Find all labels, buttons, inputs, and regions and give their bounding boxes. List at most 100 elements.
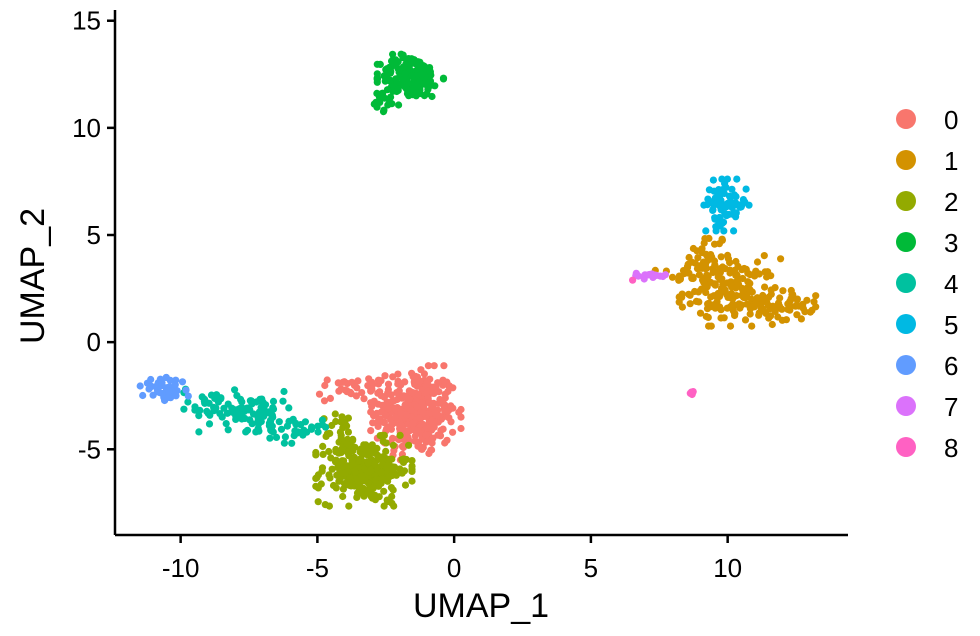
data-point [431, 82, 439, 90]
data-point [385, 96, 393, 104]
data-point [741, 316, 750, 324]
data-point [314, 428, 322, 436]
data-point [355, 489, 363, 498]
data-point [239, 404, 247, 412]
data-point [428, 417, 436, 425]
data-point [336, 474, 344, 482]
data-point [408, 462, 416, 470]
data-point [370, 100, 378, 108]
data-point [269, 397, 278, 405]
data-point [411, 432, 419, 440]
data-point [398, 456, 406, 464]
data-point [400, 467, 409, 475]
data-point [136, 382, 144, 390]
data-point [761, 283, 769, 291]
data-point [367, 466, 375, 475]
data-point [679, 267, 688, 275]
data-point [165, 387, 173, 395]
series-7-points [632, 269, 670, 283]
data-point [341, 469, 349, 477]
data-point [417, 366, 425, 374]
data-point [343, 440, 351, 448]
data-point [705, 299, 713, 307]
data-point [409, 419, 417, 427]
data-point [260, 412, 268, 420]
data-point [336, 468, 344, 477]
data-point [380, 502, 388, 510]
data-point [290, 432, 298, 440]
data-point [733, 277, 741, 285]
data-point [695, 271, 704, 279]
data-point [279, 397, 287, 405]
data-point [394, 380, 402, 388]
data-point [701, 235, 709, 243]
data-point [721, 265, 729, 273]
data-point [746, 310, 754, 318]
data-point [688, 274, 696, 282]
data-point [431, 409, 439, 417]
data-point [799, 304, 808, 313]
data-point [728, 199, 737, 207]
data-point [408, 477, 416, 485]
data-point [391, 413, 399, 421]
data-point [139, 391, 147, 400]
legend-label: 4 [944, 269, 958, 299]
data-point [705, 186, 714, 194]
legend-swatch [896, 109, 916, 129]
data-point [730, 227, 738, 235]
data-point [396, 425, 404, 433]
data-point [408, 457, 416, 465]
series-5-points [700, 175, 753, 235]
data-point [370, 445, 378, 453]
data-point [444, 407, 452, 416]
data-point [364, 451, 372, 459]
data-point [699, 258, 708, 266]
data-point [280, 387, 288, 396]
data-point [720, 227, 728, 235]
data-point [383, 65, 391, 73]
data-point [272, 433, 281, 441]
data-point [266, 434, 274, 442]
legend-swatch [896, 314, 916, 334]
data-point [383, 72, 391, 80]
data-point [223, 409, 231, 417]
legend-label: 3 [944, 228, 958, 258]
legend-label: 5 [944, 310, 958, 340]
data-point [777, 255, 785, 263]
data-point [146, 383, 154, 391]
data-point [413, 82, 421, 90]
data-point [345, 502, 353, 510]
data-point [283, 422, 291, 430]
data-point [374, 376, 383, 384]
data-point [388, 420, 396, 428]
data-point [301, 418, 309, 426]
data-point [390, 58, 398, 66]
data-point [424, 362, 432, 370]
data-point [629, 276, 637, 284]
data-point [406, 65, 414, 73]
data-point [201, 395, 209, 403]
data-point [703, 201, 712, 209]
data-point [319, 450, 327, 458]
data-point [377, 90, 386, 98]
data-point [388, 499, 396, 507]
y-tick-label: 10 [72, 113, 101, 143]
data-point [678, 290, 686, 298]
data-point [678, 303, 687, 311]
data-point [732, 193, 740, 201]
series-3-points [370, 50, 448, 116]
data-point [443, 436, 451, 444]
legend-swatch [896, 232, 916, 252]
legend-item-5: 5 [896, 310, 958, 340]
data-point [344, 428, 352, 436]
data-point [389, 50, 397, 58]
legend-swatch [896, 150, 916, 170]
data-point [718, 275, 726, 283]
data-point [691, 287, 699, 296]
data-point [164, 393, 172, 402]
data-point [348, 455, 356, 464]
data-point [419, 409, 427, 417]
data-point [744, 278, 752, 286]
data-point [704, 313, 712, 321]
data-point [733, 175, 741, 183]
